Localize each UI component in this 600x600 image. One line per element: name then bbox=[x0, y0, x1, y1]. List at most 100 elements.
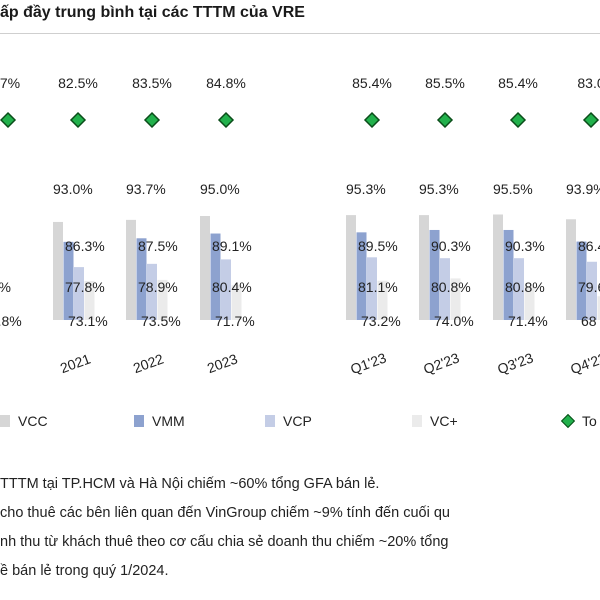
total-marker bbox=[143, 111, 161, 129]
legend-label-vcplus: VC+ bbox=[430, 413, 458, 429]
footnote-2: cho thuê các bên liên quan đến VinGroup … bbox=[0, 505, 450, 521]
legend-item-total: To bbox=[560, 413, 597, 429]
bar-vcplus bbox=[84, 281, 95, 320]
bar-vcc bbox=[493, 214, 503, 320]
data-label-vcp: 81.1% bbox=[358, 279, 398, 295]
data-label-vmm: 90.3% bbox=[505, 238, 545, 254]
legend-label-vmm: VMM bbox=[152, 413, 185, 429]
bar-vcc bbox=[53, 221, 63, 320]
total-marker bbox=[69, 111, 87, 129]
bar-vcplus bbox=[450, 278, 461, 320]
legend-diamond-icon bbox=[560, 413, 576, 429]
bar-vmm bbox=[576, 241, 587, 320]
data-label-total: 85.4% bbox=[352, 75, 392, 91]
bar-vcplus bbox=[377, 280, 388, 320]
bar-vcp bbox=[440, 258, 450, 320]
bar-vcc bbox=[126, 219, 136, 320]
data-label-total: 85.4% bbox=[498, 75, 538, 91]
data-label-total: 83.5% bbox=[132, 75, 172, 91]
bar-vcplus bbox=[524, 286, 535, 320]
total-marker bbox=[217, 111, 235, 129]
category-label: Q1'23 bbox=[348, 349, 388, 377]
data-label-vmm: 90.3% bbox=[431, 238, 471, 254]
legend-swatch-vmm bbox=[134, 415, 144, 427]
data-label-total: 84.8% bbox=[206, 75, 246, 91]
legend-item-vcp: VCP bbox=[265, 413, 312, 429]
chart-title: ấp đầy trung bình tại các TTTM của VRE bbox=[0, 4, 305, 21]
data-label-total: .7% bbox=[0, 75, 20, 91]
legend-label-total: To bbox=[582, 413, 597, 429]
data-label-vcc: 95.3% bbox=[419, 181, 459, 197]
data-label-vcc: 95.3% bbox=[346, 181, 386, 197]
data-label-vcplus: 71.4% bbox=[508, 313, 548, 329]
total-marker bbox=[582, 111, 600, 129]
legend-item-vcc: VCC bbox=[0, 413, 48, 429]
data-label-vcp: 77.8% bbox=[65, 279, 105, 295]
data-label-vcc: 95.5% bbox=[493, 181, 533, 197]
bar-vcc bbox=[200, 216, 210, 320]
bar-chart: %1%9.5%74.8%.7%093.0%86.3%77.8%73.1%82.5… bbox=[0, 75, 600, 377]
data-label-vcp: 80.8% bbox=[505, 279, 545, 295]
data-label-vmm: 89.1% bbox=[212, 238, 252, 254]
bar-vcplus bbox=[157, 279, 168, 320]
bar-vcp bbox=[147, 263, 157, 320]
data-label-total: 83.0 bbox=[577, 75, 600, 91]
data-label-vmm: 86.3% bbox=[65, 238, 105, 254]
data-label-vcc: 93.7% bbox=[126, 181, 166, 197]
data-label-vmm: 86.4% bbox=[578, 238, 600, 254]
data-label-vcc: 93.9% bbox=[566, 181, 600, 197]
category-label: 2021 bbox=[58, 350, 93, 376]
footnote-1: TTTM tại TP.HCM và Hà Nội chiếm ~60% tổn… bbox=[0, 476, 380, 492]
data-label-vcp: 9.5% bbox=[0, 279, 11, 295]
legend-swatch-vcplus bbox=[412, 415, 422, 427]
data-label-vcp: 78.9% bbox=[138, 279, 178, 295]
bar-vcplus bbox=[231, 285, 242, 320]
data-label-vcplus: 73.2% bbox=[361, 313, 401, 329]
bar-vmm bbox=[356, 232, 367, 320]
bar-vmm bbox=[136, 238, 147, 320]
legend: VCC VMM VCP VC+ To bbox=[0, 413, 600, 437]
bar-vmm bbox=[429, 229, 440, 320]
total-marker bbox=[363, 111, 381, 129]
data-label-vcplus: 74.8% bbox=[0, 313, 22, 329]
data-label-vcplus: 73.1% bbox=[68, 313, 108, 329]
data-label-vcplus: 68 bbox=[581, 313, 597, 329]
bar-vcp bbox=[221, 259, 231, 320]
title-divider bbox=[0, 33, 600, 34]
category-label: 2022 bbox=[131, 350, 166, 376]
legend-item-vcplus: VC+ bbox=[412, 413, 458, 429]
data-label-vcc: 95.0% bbox=[200, 181, 240, 197]
bar-vcc bbox=[566, 219, 576, 320]
bar-vcp bbox=[514, 258, 524, 320]
legend-label-vcc: VCC bbox=[18, 413, 48, 429]
legend-item-vmm: VMM bbox=[134, 413, 185, 429]
data-label-total: 85.5% bbox=[425, 75, 465, 91]
bar-vmm bbox=[63, 241, 74, 320]
total-marker bbox=[436, 111, 454, 129]
bar-vmm bbox=[503, 229, 514, 320]
footnote-3: nh thu từ khách thuê theo cơ cấu chia sẻ… bbox=[0, 534, 449, 550]
data-label-vcc: 93.0% bbox=[53, 181, 93, 197]
bar-vcp bbox=[367, 257, 377, 320]
data-label-vcp: 80.4% bbox=[212, 279, 252, 295]
total-marker bbox=[0, 111, 17, 129]
data-label-vmm: 89.5% bbox=[358, 238, 398, 254]
data-label-vcplus: 74.0% bbox=[434, 313, 474, 329]
bar-vcp bbox=[587, 261, 597, 320]
data-label-vcplus: 73.5% bbox=[141, 313, 181, 329]
bar-vcplus bbox=[597, 296, 600, 320]
data-label-vcp: 80.8% bbox=[431, 279, 471, 295]
bar-vmm bbox=[210, 233, 221, 320]
footnotes: TTTM tại TP.HCM và Hà Nội chiếm ~60% tổn… bbox=[0, 470, 450, 586]
bar-vcp bbox=[74, 267, 84, 320]
data-label-vcplus: 71.7% bbox=[215, 313, 255, 329]
data-label-total: 82.5% bbox=[58, 75, 98, 91]
legend-label-vcp: VCP bbox=[283, 413, 312, 429]
footnote-4: ề bán lẻ trong quý 1/2024. bbox=[0, 563, 169, 579]
category-label: Q4'23 bbox=[568, 349, 600, 377]
bar-vcc bbox=[419, 215, 429, 320]
category-label: Q2'23 bbox=[421, 349, 461, 377]
category-label: 2023 bbox=[205, 350, 240, 376]
legend-swatch-vcc bbox=[0, 415, 10, 427]
total-marker bbox=[509, 111, 527, 129]
